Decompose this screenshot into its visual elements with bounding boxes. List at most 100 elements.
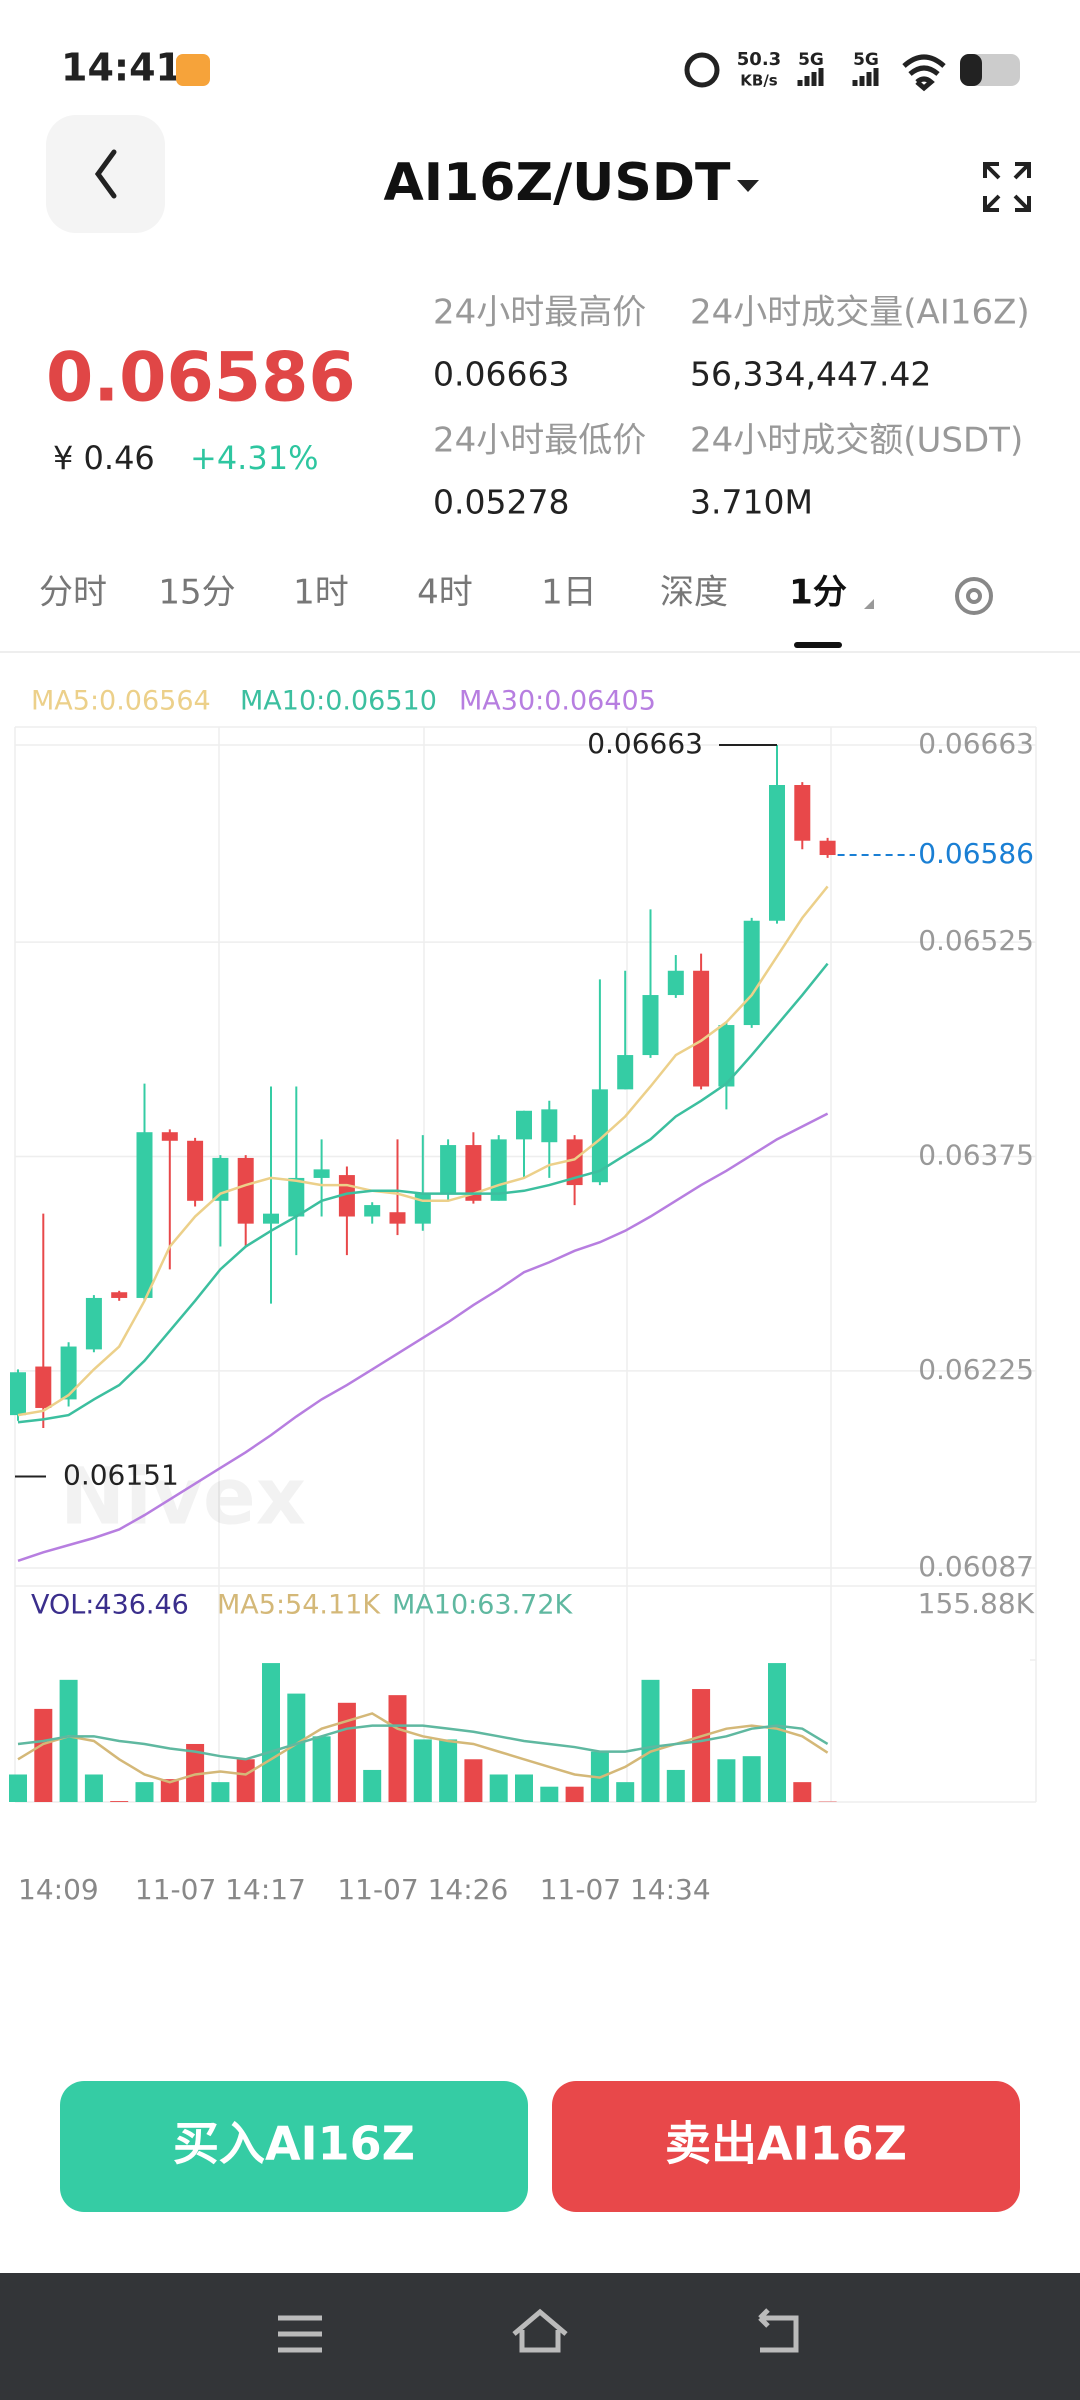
candle-body: [161, 1132, 178, 1141]
y-tick-label: 0.06087: [918, 1550, 1034, 1583]
y-tick-label: 0.06525: [918, 924, 1034, 957]
stat-label: 24小时最高价: [433, 293, 646, 333]
volume-bar: [337, 1702, 356, 1802]
volume-bar: [565, 1786, 584, 1802]
watermark: Nivex: [60, 1452, 306, 1542]
x-tick-label: 11-07 14:34: [540, 1873, 711, 1906]
volume-ma-line: [17, 1712, 829, 1784]
tab[interactable]: 15分: [158, 573, 235, 613]
stat-value: 0.06663: [433, 355, 569, 394]
x-tick-label: 11-07 14:26: [337, 1873, 508, 1906]
candle-body: [364, 1205, 381, 1217]
tab[interactable]: 1时: [293, 573, 349, 613]
candle-body: [10, 1372, 26, 1416]
dropdown-icon[interactable]: [737, 180, 759, 192]
back-nav-icon[interactable]: [758, 2308, 799, 2353]
volume-bar: [287, 1693, 306, 1802]
volume-bar: [692, 1689, 711, 1802]
volume-bar: [439, 1739, 458, 1802]
candle-body: [389, 1212, 406, 1224]
trade-button[interactable]: [60, 2081, 528, 2212]
candle-body: [794, 785, 811, 841]
volume-bar: [666, 1769, 685, 1802]
stat-value: 3.710M: [690, 483, 813, 522]
volume-bar: [110, 1801, 129, 1802]
volume-bar: [84, 1774, 103, 1802]
volume-bar: [616, 1782, 635, 1802]
network-label: 5G: [798, 50, 824, 70]
trade-buttons: 买入AI16Z 卖出AI16Z: [60, 2081, 1020, 2212]
x-tick-label: 14:09: [18, 1873, 99, 1906]
net-speed-unit: KB/s: [740, 72, 778, 90]
back-button[interactable]: [46, 115, 165, 233]
candle-body: [212, 1157, 229, 1201]
alarm-icon: [684, 52, 720, 88]
volume-bar: [388, 1695, 407, 1802]
volume-legend-entry: MA10:63.72K: [392, 1590, 574, 1621]
tab[interactable]: 深度: [660, 573, 728, 613]
signal-icon: [852, 68, 879, 86]
candle-body: [642, 995, 659, 1056]
tab-underline: [794, 642, 842, 648]
volume-bar: [135, 1782, 154, 1802]
y-tick-label: 0.06225: [918, 1353, 1034, 1386]
menu-icon[interactable]: [278, 2315, 322, 2353]
trade-button[interactable]: [552, 2081, 1020, 2212]
trade-button-label[interactable]: 买入AI16Z: [173, 2117, 415, 2171]
candle-body: [743, 920, 760, 1026]
tab[interactable]: 分时: [39, 573, 107, 613]
settings-icon-core: [966, 588, 982, 604]
volume-bar: [9, 1774, 27, 1802]
trade-button-label[interactable]: 卖出AI16Z: [665, 2117, 907, 2171]
volume-bar: [363, 1769, 382, 1802]
tab[interactable]: 1分: [789, 573, 847, 613]
settings-icon[interactable]: [955, 577, 993, 615]
wifi-icon: [902, 54, 946, 92]
candle-body: [263, 1213, 279, 1224]
candle-body: [541, 1109, 558, 1143]
candle-body: [591, 1089, 608, 1183]
pair-title[interactable]: AI16Z/USDT: [384, 153, 731, 213]
stats: 24小时最高价 0.06663 24小时成交量(AI16Z) 56,334,447.4…: [433, 293, 1030, 522]
candle-body: [440, 1145, 457, 1194]
stat-label: 24小时成交量(AI16Z): [690, 293, 1030, 333]
candle-body: [465, 1145, 482, 1201]
legend-entry: MA30:0.06405: [459, 686, 656, 717]
ma-line: [17, 962, 829, 1424]
candle-body: [111, 1292, 128, 1298]
fullscreen-icon[interactable]: [983, 162, 1031, 212]
volume-bar: [489, 1774, 508, 1802]
volume-bar: [59, 1679, 78, 1802]
back-icon: [94, 149, 117, 199]
candle-body: [187, 1140, 204, 1201]
tab[interactable]: 1日: [541, 573, 597, 613]
volume-legend-entry: MA5:54.11K: [217, 1590, 381, 1621]
network-label: 5G: [853, 50, 879, 70]
candle-body: [288, 1177, 305, 1217]
ma-line: [17, 1112, 829, 1563]
signal-icon: [797, 68, 824, 86]
candle-body: [718, 1025, 735, 1087]
volume-bar: [160, 1779, 179, 1802]
volume-bar: [262, 1663, 280, 1802]
x-tick-label: 11-07 14:17: [135, 1873, 306, 1906]
candle-body: [769, 785, 785, 921]
candle-body: [60, 1346, 77, 1400]
volume-tick-label: 155.88K: [918, 1587, 1035, 1620]
tab[interactable]: 4时: [417, 573, 473, 613]
candle-body: [85, 1297, 102, 1350]
volume-bar: [717, 1759, 736, 1802]
price-change: +4.31%: [190, 439, 318, 477]
cny-price: ¥ 0.46: [53, 439, 155, 477]
candle-body: [516, 1110, 532, 1140]
volume-bar: [768, 1663, 786, 1802]
volume-bar: [793, 1782, 812, 1802]
volume-bar: [413, 1739, 432, 1802]
home-icon[interactable]: [512, 2308, 568, 2353]
volume-ma-line: [17, 1724, 829, 1761]
current-price-label: 0.06586: [918, 837, 1034, 870]
timeframe-tabs: 分时 15分 1时 4时 1日 深度 1分: [39, 573, 874, 648]
app-icon: [176, 54, 210, 86]
